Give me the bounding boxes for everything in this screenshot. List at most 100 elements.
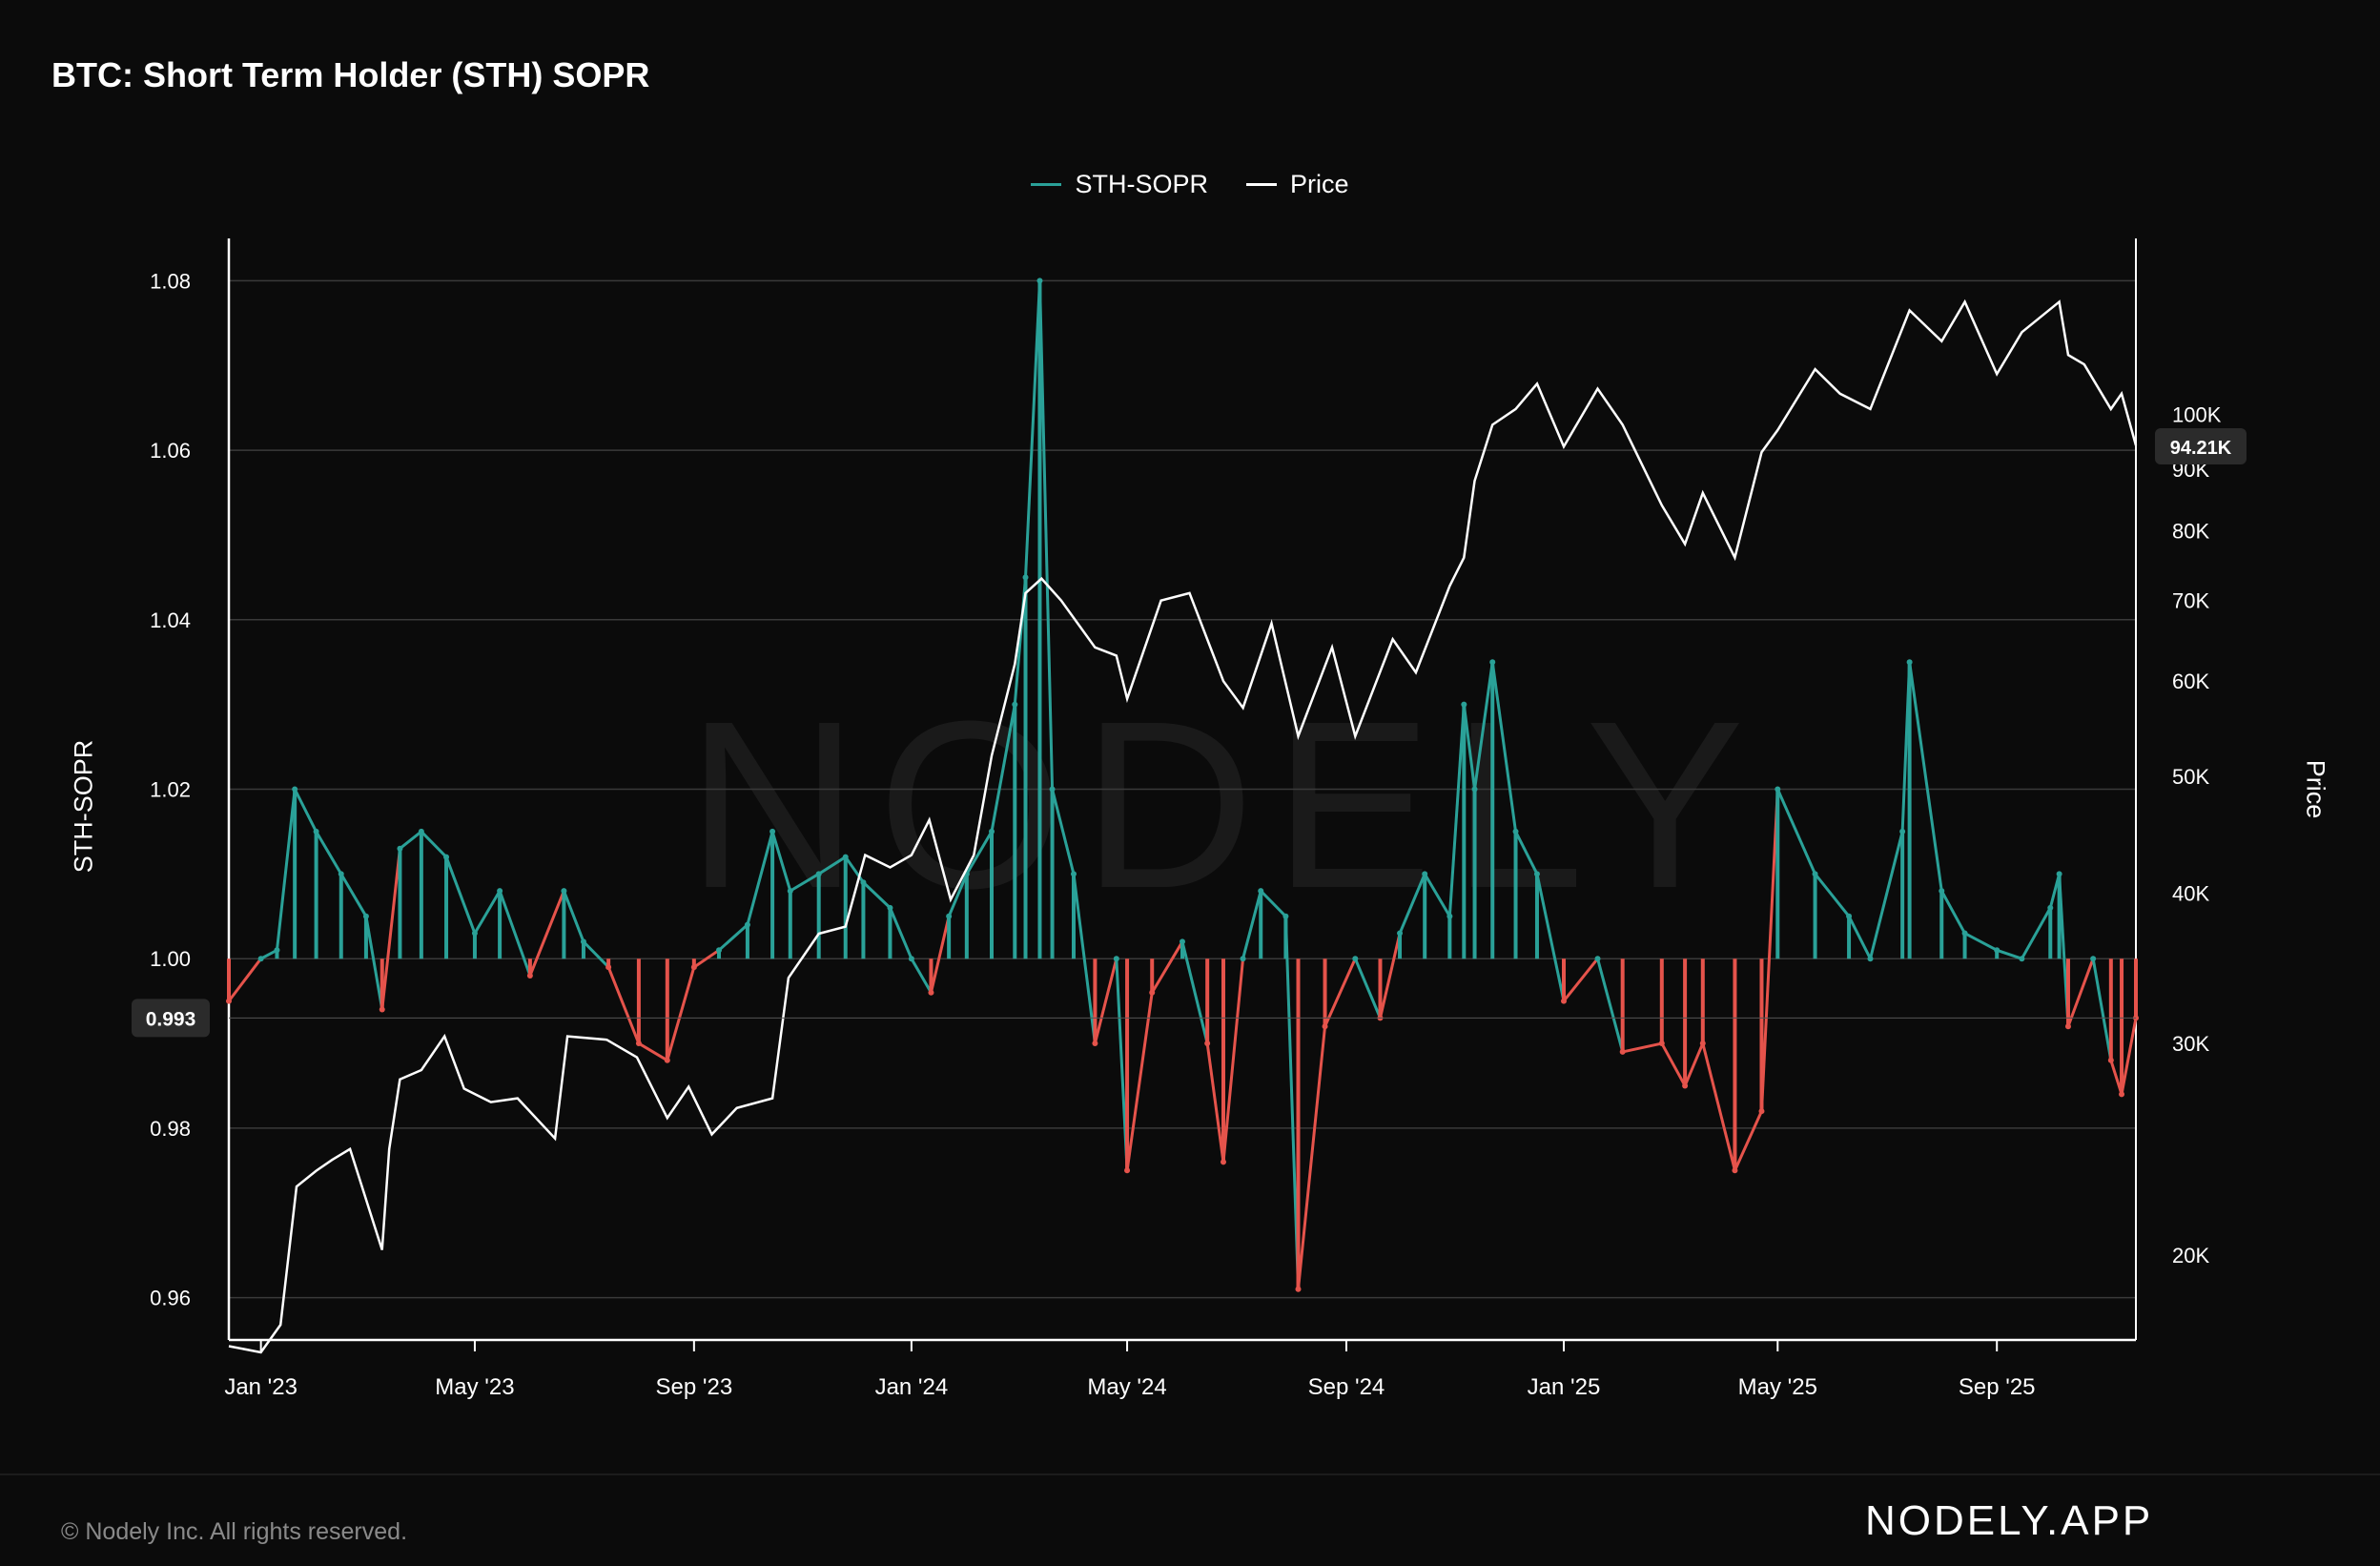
sopr-point	[1012, 701, 1018, 708]
sopr-point	[1512, 828, 1519, 835]
sopr-line-segment	[1473, 662, 1494, 790]
sopr-line-segment	[1814, 873, 1851, 917]
sopr-line-segment	[1423, 873, 1451, 917]
sopr-line-segment	[1683, 1042, 1705, 1087]
sopr-line-segment	[1908, 662, 1943, 892]
sopr-line-segment	[227, 958, 262, 1002]
right-tick-label: 30K	[2172, 1032, 2209, 1056]
x-tick-label: May '25	[1738, 1374, 1817, 1400]
sopr-point	[1658, 1041, 1665, 1047]
sopr-point	[887, 904, 893, 911]
sopr-line-segment	[1847, 916, 1872, 959]
sopr-line-segment	[990, 704, 1016, 833]
sopr-line-segment	[1323, 958, 1357, 1027]
legend-item-sopr[interactable]: STH-SOPR	[1031, 170, 1208, 199]
sopr-line-segment	[315, 831, 343, 876]
right-tick-label: 100K	[2172, 402, 2222, 426]
sopr-point	[1422, 871, 1428, 877]
sopr-point	[989, 828, 995, 835]
sopr-point	[274, 947, 280, 954]
price-line	[228, 299, 2138, 1354]
sopr-line-segment	[1180, 941, 1209, 1044]
current-sopr-value: 0.993	[146, 1008, 196, 1030]
current-sopr-badge	[132, 999, 210, 1038]
x-tick-label: May '23	[435, 1374, 514, 1400]
sopr-point	[2107, 1057, 2114, 1063]
chart-title: BTC: Short Term Holder (STH) SOPR	[51, 55, 650, 94]
sopr-line-segment	[1535, 874, 1566, 1001]
sopr-point	[2064, 1023, 2071, 1030]
sopr-point	[379, 1006, 385, 1013]
sopr-line-segment	[444, 856, 477, 935]
legend-label-sopr: STH-SOPR	[1075, 170, 1208, 198]
sopr-line-segment	[473, 890, 502, 935]
left-tick-label: 1.08	[150, 269, 191, 293]
sopr-point	[1461, 701, 1467, 708]
sopr-point	[1049, 786, 1056, 793]
sopr-point	[1619, 1048, 1626, 1055]
left-tick-label: 0.96	[150, 1287, 191, 1310]
legend: STH-SOPR Price	[0, 170, 2380, 199]
sopr-line-segment	[910, 958, 933, 994]
left-tick-label: 0.98	[150, 1117, 191, 1141]
legend-item-price[interactable]: Price	[1246, 170, 1349, 199]
sopr-line-segment	[1398, 873, 1426, 935]
sopr-point	[769, 828, 776, 835]
sopr-line-segment	[399, 830, 422, 850]
sopr-point	[1070, 871, 1077, 877]
sopr-point	[2090, 956, 2097, 962]
sopr-line-segment	[965, 831, 994, 876]
sopr-point	[815, 871, 822, 877]
sopr-line-segment	[862, 881, 892, 909]
sopr-line-segment	[718, 923, 749, 952]
sopr-line-segment	[1260, 890, 1287, 917]
chart-svg[interactable]: 1.08 1.06 1.04 1.02 1.00 0.98 0.96 20K 30K 40K 50K…	[0, 0, 2380, 1473]
sopr-point	[605, 964, 612, 971]
sopr-line-segment	[1283, 916, 1300, 1289]
current-price-value: 94.21K	[2170, 438, 2232, 459]
footer-brand-logo[interactable]: NODELY.APP	[1865, 1497, 2154, 1544]
sopr-line-segment	[606, 966, 641, 1044]
sopr-line-segment	[293, 788, 318, 833]
sopr-line-segment	[2021, 907, 2052, 959]
right-tick-label: 50K	[2172, 765, 2209, 789]
sopr-point	[292, 786, 298, 793]
sopr-point	[1180, 938, 1185, 945]
sopr-point	[860, 879, 867, 886]
sopr-point	[443, 854, 450, 860]
sopr-point	[1322, 1023, 1328, 1030]
sopr-point	[1397, 930, 1404, 937]
legend-swatch-price	[1246, 183, 1277, 186]
sopr-point	[664, 1057, 670, 1063]
sopr-line-segment	[420, 830, 448, 858]
sopr-line-segment	[1037, 280, 1055, 790]
sopr-line-segment	[1150, 940, 1184, 994]
sopr-line-segment	[1241, 890, 1262, 959]
sopr-point	[1258, 888, 1264, 895]
sopr-line-segment	[1759, 789, 1779, 1112]
sopr-line-segment	[1963, 932, 1998, 952]
sopr-line-segment	[2091, 958, 2113, 1061]
sopr-point	[1994, 947, 2000, 954]
sopr-line-segment	[1221, 958, 1245, 1163]
sopr-point	[1240, 956, 1246, 962]
sopr-point	[1899, 828, 1906, 835]
sopr-point	[744, 921, 750, 928]
sopr-line-segment	[1297, 1026, 1327, 1289]
sopr-point	[908, 956, 914, 962]
sopr-point	[580, 938, 586, 945]
x-tick-label: Sep '25	[1959, 1374, 2036, 1400]
sopr-point	[635, 1041, 642, 1047]
sopr-line-segment	[1734, 1110, 1763, 1171]
current-price-badge	[2155, 427, 2247, 464]
sopr-point	[1867, 956, 1874, 962]
sopr-point	[1699, 1041, 1706, 1047]
sopr-line-segment	[528, 890, 565, 977]
right-tick-label: 20K	[2172, 1244, 2209, 1267]
sopr-point	[561, 888, 567, 895]
sopr-line-segment	[1490, 662, 1518, 833]
sopr-point	[1846, 913, 1853, 919]
sopr-line-segment	[638, 1041, 668, 1062]
sopr-line-segment	[1125, 992, 1154, 1171]
sopr-line-segment	[1660, 1042, 1687, 1087]
